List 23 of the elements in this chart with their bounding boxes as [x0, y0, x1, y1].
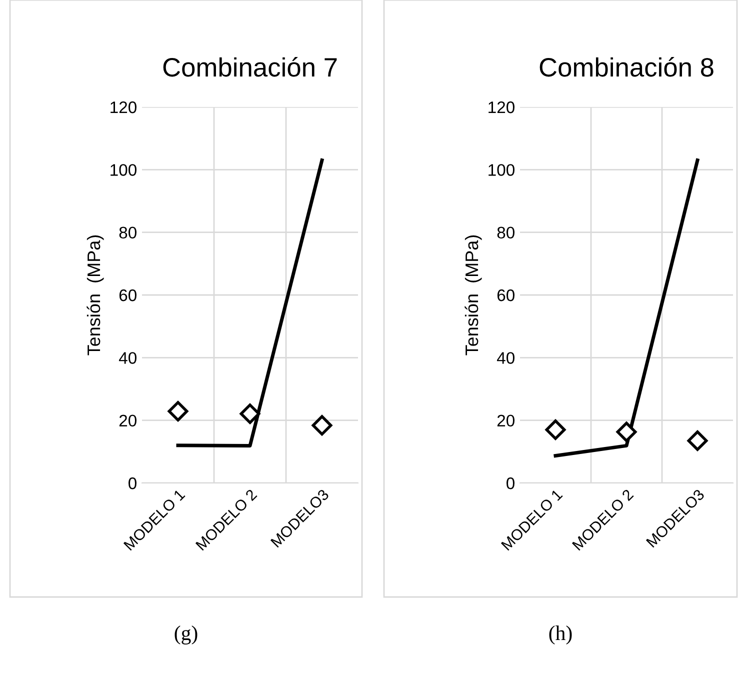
y-tick-label: 60	[119, 289, 136, 302]
y-tick-label: 20	[497, 414, 514, 427]
y-tick-label: 40	[118, 352, 136, 364]
point	[240, 404, 260, 424]
chart-title: Combinación 7	[163, 57, 337, 77]
point	[312, 415, 332, 436]
y-tick-label: 100	[488, 164, 514, 176]
y-tick-label: 60	[497, 289, 514, 302]
y-axis-title: Tensión (MPa)	[86, 235, 104, 356]
text: (g)	[174, 626, 198, 644]
y-tick-label: 0	[506, 477, 514, 490]
y-tick-label: 40	[496, 352, 514, 364]
chart-title: Combinación 8	[540, 57, 714, 77]
y-tick-label: 120	[488, 101, 514, 114]
y-tick-label: 100	[110, 164, 136, 176]
y-tick-label: 80	[497, 226, 514, 239]
y-tick-label: 0	[128, 477, 136, 490]
y-tick-label: 120	[110, 101, 136, 114]
point	[168, 401, 188, 422]
y-axis-title: Tensión (MPa)	[464, 235, 482, 356]
text: (h)	[549, 626, 572, 644]
y-tick-label: 20	[119, 414, 136, 427]
y-tick-label: 80	[119, 226, 136, 239]
